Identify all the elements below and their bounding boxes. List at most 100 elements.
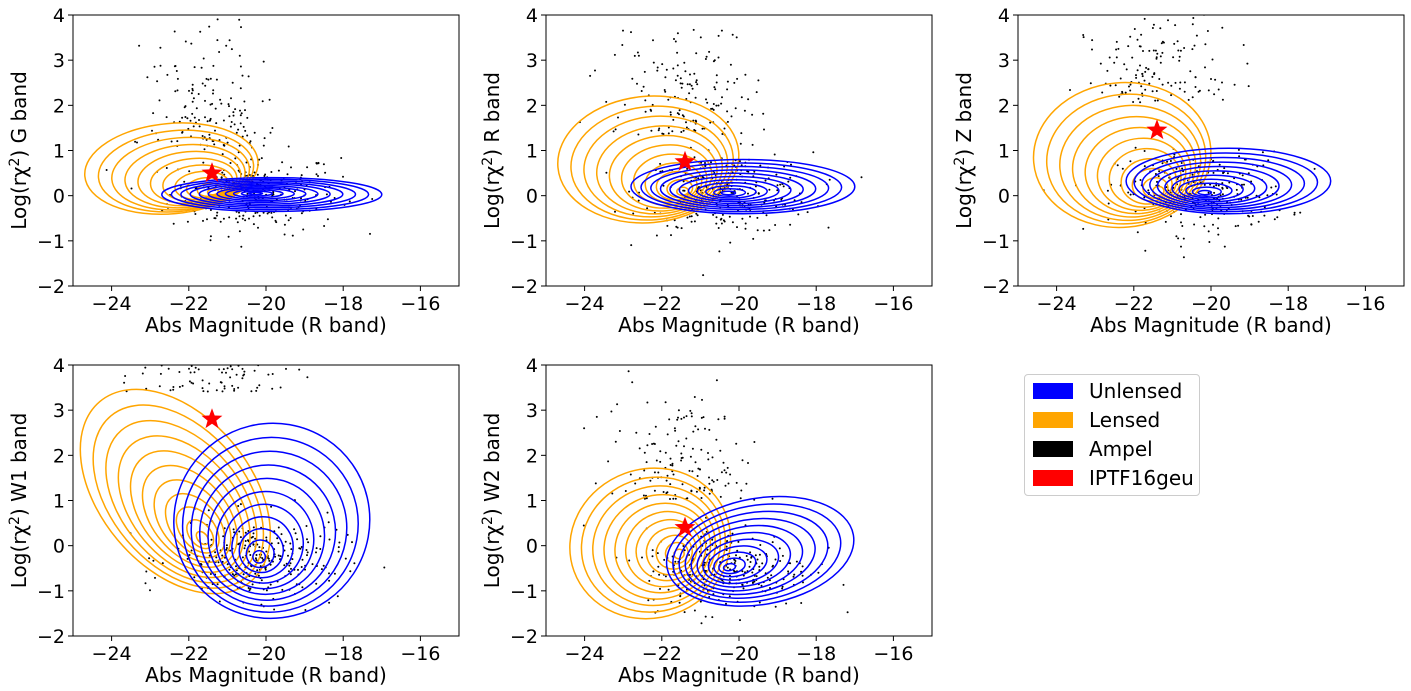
ampel-point <box>685 121 687 124</box>
lensed-contour <box>595 125 724 215</box>
unlensed-contour <box>665 495 855 607</box>
ampel-point <box>779 183 782 186</box>
lensed-contour <box>608 134 718 212</box>
ampel-point <box>731 33 734 36</box>
ampel-point <box>643 451 646 454</box>
ampel-point <box>671 462 674 465</box>
ampel-point <box>665 68 668 71</box>
unlensed-contour <box>1171 174 1256 203</box>
ampel-point <box>232 111 235 114</box>
ampel-point <box>266 212 269 215</box>
ampel-point <box>637 199 640 202</box>
ampel-point <box>760 584 763 587</box>
ampel-point <box>230 121 233 123</box>
unlensed-contour <box>696 531 792 588</box>
plot-area <box>83 18 383 248</box>
ampel-point <box>267 373 270 376</box>
ampel-point <box>722 219 725 222</box>
ampel-point <box>183 180 186 183</box>
ampel-point <box>141 372 144 375</box>
ampel-point <box>252 526 255 529</box>
ampel-point <box>708 492 711 495</box>
ampel-point <box>743 109 746 112</box>
ampel-point <box>153 65 156 68</box>
ampel-point <box>695 490 698 493</box>
ampel-point <box>691 470 694 473</box>
ampel-point <box>348 200 351 203</box>
ampel-point <box>1275 193 1278 196</box>
ampel-point <box>621 44 624 46</box>
ampel-point <box>1125 68 1128 71</box>
ampel-point <box>201 82 204 85</box>
ampel-point <box>781 554 784 557</box>
ampel-point <box>251 343 253 345</box>
lensed-contour <box>557 95 740 224</box>
ampel-point <box>675 444 678 447</box>
ampel-point <box>156 80 159 83</box>
unlensed-contour <box>190 450 348 607</box>
ampel-point <box>662 184 665 187</box>
ampel-point <box>715 438 718 441</box>
ampel-point <box>205 77 208 80</box>
ampel-point <box>664 76 667 79</box>
ampel-point <box>247 530 250 532</box>
ampel-point <box>628 559 631 562</box>
ampel-point <box>763 128 765 131</box>
ampel-point <box>223 387 226 390</box>
ampel-point <box>1212 159 1215 162</box>
ampel-point <box>228 216 231 219</box>
ampel-point <box>671 464 674 467</box>
ampel-point <box>656 66 659 69</box>
ampel-point <box>757 79 760 82</box>
ampel-point <box>680 227 683 230</box>
ampel-point <box>695 79 698 82</box>
ampel-point <box>1164 220 1167 223</box>
ampel-point <box>672 497 675 500</box>
ampel-point <box>655 234 658 237</box>
ampel-point <box>744 222 747 225</box>
ampel-point <box>140 337 142 339</box>
ampel-point <box>1215 184 1218 187</box>
unlensed-contour <box>1185 182 1233 199</box>
ampel-point <box>249 554 252 556</box>
ampel-point <box>166 73 169 76</box>
ampel-point <box>323 225 326 227</box>
ampel-point <box>706 101 709 104</box>
ampel-point <box>685 415 688 418</box>
ampel-point <box>204 99 206 102</box>
ampel-point <box>1198 89 1201 92</box>
ampel-point <box>758 553 761 556</box>
ampel-point <box>768 188 771 191</box>
ampel-point <box>751 582 754 584</box>
ampel-point <box>642 494 645 497</box>
ampel-point <box>757 192 760 195</box>
ampel-point <box>736 549 739 552</box>
y-tick-label: 1 <box>526 491 538 513</box>
ampel-point <box>320 568 323 571</box>
ampel-point <box>216 39 219 42</box>
ampel-point <box>675 225 678 228</box>
ampel-point <box>1128 85 1130 88</box>
ampel-point <box>238 530 241 533</box>
ampel-point <box>708 50 711 53</box>
ampel-point <box>222 342 224 344</box>
ampel-point <box>712 213 715 216</box>
ampel-point <box>708 476 710 479</box>
ampel-point <box>252 215 255 218</box>
ampel-point <box>749 215 751 218</box>
ampel-point <box>741 584 744 586</box>
ampel-point <box>148 557 151 560</box>
ampel-point <box>1109 84 1112 87</box>
ampel-point <box>1191 173 1194 176</box>
ampel-point <box>254 212 257 214</box>
ampel-point <box>174 65 177 67</box>
ampel-point <box>1221 81 1223 84</box>
ampel-point <box>679 77 682 80</box>
x-tick-label: −18 <box>323 643 363 665</box>
ampel-point <box>697 428 700 431</box>
ampel-point <box>216 211 219 214</box>
unlensed-contour <box>707 545 768 581</box>
ampel-point <box>306 538 308 541</box>
ampel-point <box>145 570 148 573</box>
ampel-point <box>739 142 742 145</box>
